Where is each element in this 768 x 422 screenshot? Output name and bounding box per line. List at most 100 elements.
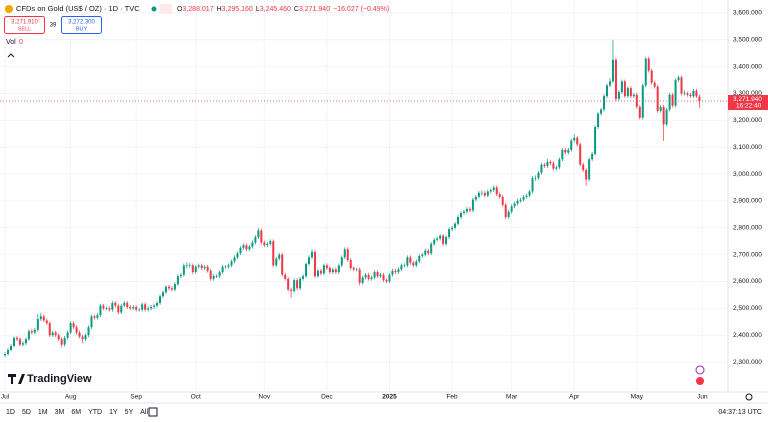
candle-body [299,278,302,289]
date-range-button[interactable] [148,407,158,417]
candle-body [662,106,665,125]
candle-body [489,190,492,192]
candle-body [436,238,439,240]
candle-body [665,109,668,125]
indicator-icon[interactable] [160,4,172,14]
candle-body [162,292,165,297]
range-button[interactable]: 5D [22,409,31,416]
candle-body [600,109,603,114]
candle-body [561,149,564,160]
range-button[interactable]: 1M [38,409,48,416]
candle-body [72,323,75,328]
logo-mark [8,374,25,384]
candle-body [537,172,540,179]
candle-body [644,58,647,86]
candle-body [504,204,507,218]
range-button[interactable]: YTD [88,409,102,416]
candle-body [513,203,516,207]
candle-body [474,196,477,200]
candle-body [302,276,305,279]
candle-body [90,316,93,328]
candle-body [540,164,543,173]
candle-body [313,251,316,277]
range-button[interactable]: 5Y [125,409,134,416]
candle-body [269,241,272,244]
range-button[interactable]: 3M [55,409,65,416]
y-tick-label: 2,300.000 [733,359,762,366]
candle-body [495,187,498,195]
candle-body [36,319,39,330]
candle-body [597,113,600,128]
buy-label: BUY [76,26,88,32]
candle-body [415,261,418,266]
candle-body [424,250,427,255]
candle-body [75,327,78,333]
candle-body [215,276,218,277]
event-icon[interactable] [696,377,704,385]
candle-body [337,265,340,273]
event-icon[interactable] [695,365,705,375]
status-dot [151,6,157,12]
candle-body [367,274,370,279]
candle-body [498,194,501,197]
candle-body [683,93,686,95]
candle-body [671,94,674,106]
candle-body [78,332,81,337]
candle-body [370,277,373,279]
ohlc-key: H [217,6,222,13]
candle-body [10,345,13,350]
candle-body [448,229,451,238]
collapse-button[interactable] [7,53,15,58]
countdown: 16:22:40 [736,103,762,110]
candle-body [93,316,96,318]
candle-body [486,191,489,196]
candle-body [361,277,364,283]
symbol-title: CFDs on Gold (US$ / OZ) · 1D · TVC [16,4,140,13]
logo-text: TradingView [27,373,92,385]
candle-body [385,280,388,282]
candle-body [319,270,322,274]
sell-button[interactable] [4,16,45,34]
candle-body [60,339,63,345]
candle-body [468,208,471,211]
candle-body [582,164,585,171]
candle-body [421,254,424,256]
candle-body [132,307,135,309]
candle-body [364,274,367,278]
candle-body [343,249,346,258]
sell-price: 3,271.910 [11,20,38,26]
x-tick-label: Jun [697,394,708,401]
candle-body [63,337,66,345]
candle-body [328,268,331,273]
candle-body [4,354,7,356]
candle-body [278,254,281,259]
candle-body [293,280,296,291]
candle-body [382,274,385,281]
range-button[interactable]: 1D [6,409,15,416]
range-button[interactable]: 6M [71,409,81,416]
buy-button[interactable] [61,16,102,34]
x-tick-label: Dec [321,394,333,401]
ohlc-value: 3,271.940 [299,6,330,13]
settings-button[interactable] [745,393,753,401]
candle-body [108,308,111,310]
candle-body [188,265,191,266]
spread: 39 [50,23,57,29]
candle-body [179,274,182,277]
toolbar: 1D 5D 1M 3M 6M YTD 1Y 5Y All [6,409,148,416]
y-tick-label: 3,300.000 [733,90,762,97]
candle-body [102,305,105,309]
candle-body [248,246,251,250]
candle-body [576,137,579,145]
candle-body [358,269,361,283]
candle-body [552,163,555,169]
candle-body [236,253,239,258]
candle-body [260,230,263,243]
range-button[interactable]: 1Y [109,409,118,416]
last-price-tag [728,95,768,111]
candle-body [564,149,567,153]
clock: 04:37:13 UTC [718,409,762,416]
candle-body [695,90,698,97]
range-button[interactable]: All [140,409,148,416]
candle-body [84,335,87,340]
